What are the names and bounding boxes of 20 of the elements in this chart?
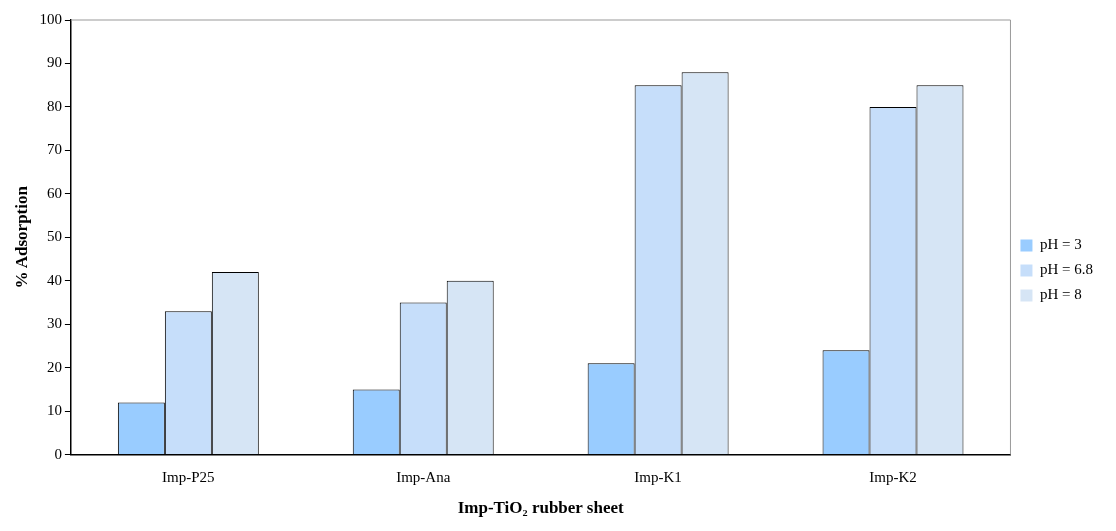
y-tick-label: 10	[46, 402, 62, 419]
y-tick-label: 90	[46, 54, 62, 71]
y-tick-label: 70	[46, 141, 62, 158]
y-tick-label: 60	[46, 184, 62, 201]
y-axis-title: % Adsorption	[11, 185, 31, 289]
y-tick-label: 100	[39, 10, 62, 27]
x-tick-label: Imp-K2	[869, 468, 917, 485]
y-tick-label: 30	[46, 315, 62, 332]
y-tick-label: 40	[46, 271, 62, 288]
y-tick-label: 0	[54, 445, 62, 462]
x-axis-title: Imp-TiO₂ rubber sheet	[457, 498, 625, 518]
y-tick-label: 20	[46, 358, 62, 375]
legend-label: pH = 8	[1039, 286, 1082, 303]
x-tick-label: Imp-P25	[162, 468, 215, 485]
y-tick-label: 80	[46, 97, 62, 114]
x-tick-label: Imp-K1	[634, 468, 682, 485]
legend-label: pH = 6.8	[1039, 261, 1093, 278]
y-tick-label: 50	[46, 228, 62, 245]
x-tick-label: Imp-Ana	[396, 468, 451, 485]
legend-label: pH = 3	[1039, 236, 1082, 253]
